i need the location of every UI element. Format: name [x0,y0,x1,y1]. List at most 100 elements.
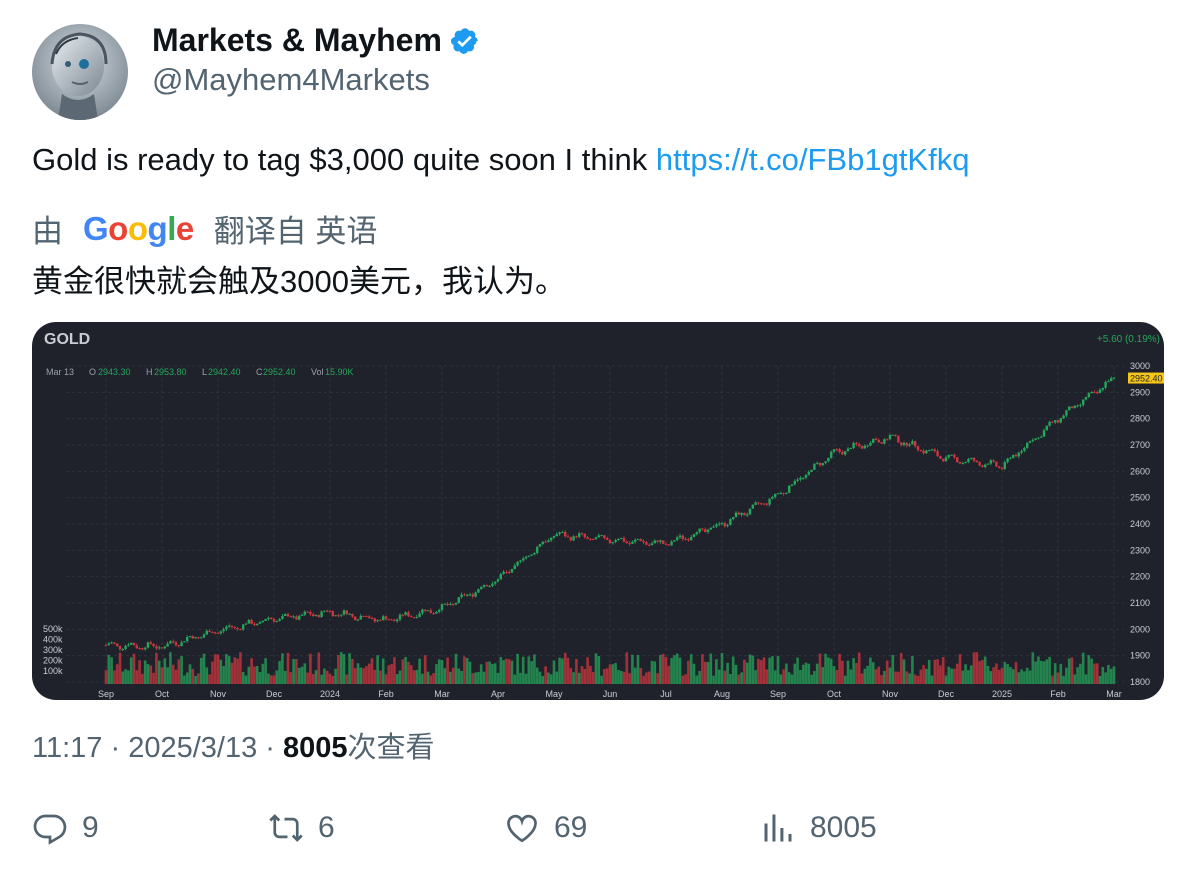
volume-bar [1084,674,1088,684]
candle-body [984,464,987,468]
candle-body [1104,381,1107,388]
candle-body [1042,430,1046,437]
views-button[interactable]: 8005 [760,810,877,846]
like-button[interactable]: 69 [504,810,587,846]
candle-body [373,618,376,622]
ohlc-legend: Mar 13 O 2943.30 H 2953.80 L 2942.40 C 2… [46,367,354,377]
volume-bar [353,668,357,684]
chart-symbol: GOLD [44,331,90,348]
candle-body [1051,421,1054,423]
author-name-text: Markets & Mayhem [152,22,442,58]
volume-bar [1112,666,1116,684]
reply-button[interactable]: 9 [32,810,99,846]
candle-body [446,603,449,605]
candle-body [740,512,743,515]
volume-bar [250,658,253,684]
candle-body [667,544,670,546]
candle-body [407,612,410,617]
volume-bar [180,656,183,684]
volume-bar [328,673,332,684]
candle-body [116,643,119,646]
candle-body [443,603,446,605]
candle-body [236,627,239,630]
volume-bar [818,653,822,684]
candle-body [869,442,872,446]
candle-body [1087,393,1090,398]
y-tick-label: 2900 [1130,387,1150,397]
volume-bar [871,662,875,684]
x-tick-label: Jul [660,689,672,699]
author-name[interactable]: Markets & Mayhem [152,22,480,59]
candle-body [1017,452,1020,457]
retweet-icon [269,814,303,842]
candle-body [188,636,192,638]
candle-body [1082,399,1085,405]
candle-body [362,615,365,617]
tweet-time[interactable]: 11:17 [32,732,103,764]
volume-bar [717,669,721,684]
volume-bar [320,674,323,684]
volume-tick-label: 400k [43,635,63,645]
volume-bar [1101,667,1105,684]
volume-bar [762,657,766,684]
volume-bar [1062,675,1065,684]
candle-body [491,583,494,587]
candle-body [1000,467,1004,469]
candle-body [160,647,164,649]
volume-bar [902,659,906,684]
volume-bar [129,657,133,684]
candle-body [1070,406,1074,409]
candle-body [348,613,351,615]
candle-body [844,451,847,455]
volume-bar [300,666,304,684]
volume-bar [124,669,127,684]
volume-bar [737,674,741,684]
candle-body [874,438,878,441]
candle-body [849,448,852,450]
candle-body [634,539,637,542]
volume-bar [1051,675,1054,684]
volume-bar [538,671,542,684]
ohlc-o-label: O [89,367,96,377]
candle-body [230,625,234,628]
volume-bar [317,652,321,684]
volume-bar [275,670,279,684]
volume-bar [1090,658,1093,684]
candle-body [552,536,556,538]
volume-bar [376,655,379,684]
candle-body [782,492,785,494]
volume-bar [779,674,783,684]
volume-bar [404,657,407,684]
candle-body [841,451,844,455]
volume-bar [505,658,508,684]
candle-body [855,442,858,445]
candle-body [611,541,614,544]
volume-bar [513,674,517,684]
volume-bar [1020,669,1023,684]
candle-body [933,449,936,452]
volume-bar [535,667,539,684]
candle-body [214,632,217,634]
volume-bar [479,664,483,684]
tweet-date[interactable]: 2025/3/13 [128,732,258,764]
chart-image[interactable]: 1800 1900 2000 2100 2200 2300 2400 2500 2600 2700… [32,322,1164,700]
volume-bars [104,652,1116,684]
translated-by[interactable]: 由 Google 翻译自 英语 [32,206,377,251]
volume-bar [295,658,298,684]
candle-body [435,611,438,614]
candle-body [751,504,754,509]
candle-body [575,536,578,538]
tweet-link[interactable]: https://t.co/FBb1gtKfkq [655,142,970,177]
candle-body [578,533,581,537]
volume-bar [776,656,780,684]
volume-bar [1000,668,1004,684]
volume-bar [561,658,564,684]
candle-body [830,451,833,458]
volume-bar [701,654,704,684]
retweet-button[interactable]: 6 [268,810,335,846]
author-handle[interactable]: @Mayhem4Markets [152,62,430,97]
candle-body [858,444,861,447]
candle-body [631,541,634,544]
avatar[interactable] [32,24,128,120]
volume-bar [857,652,861,684]
